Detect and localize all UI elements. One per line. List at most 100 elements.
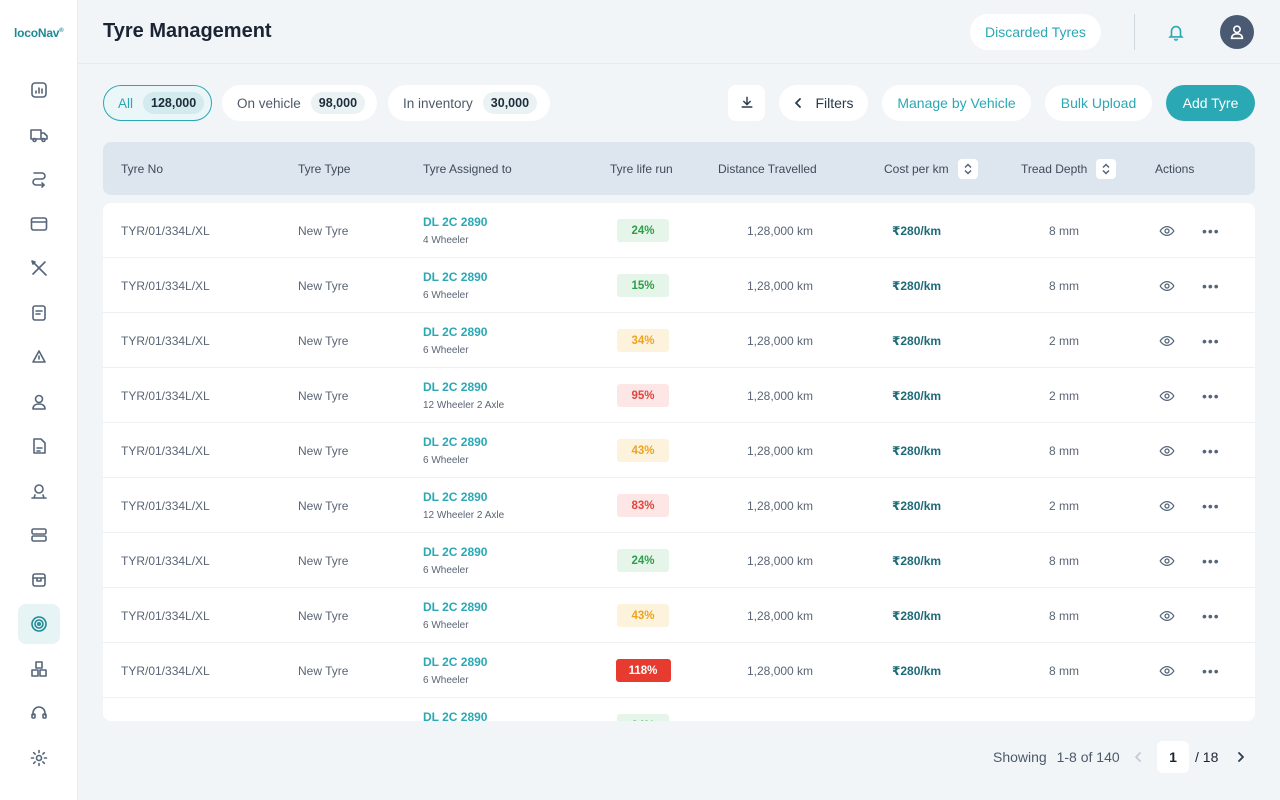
- more-actions-button[interactable]: •••: [1202, 203, 1220, 258]
- sidebar-item-payments[interactable]: [18, 204, 60, 244]
- tyre-type: New Tyre: [298, 388, 349, 403]
- view-button[interactable]: [1159, 533, 1175, 588]
- vehicle-number-link[interactable]: DL 2C 2890: [423, 545, 488, 559]
- more-actions-button[interactable]: •••: [1202, 643, 1220, 698]
- vehicle-type: 6 Wheeler: [423, 675, 469, 686]
- sidebar-item-reports[interactable]: [18, 426, 60, 466]
- view-button[interactable]: [1159, 203, 1175, 258]
- vehicle-number-link[interactable]: DL 2C 2890: [423, 655, 488, 669]
- current-page[interactable]: 1: [1157, 741, 1189, 773]
- eye-icon: [1159, 445, 1175, 456]
- filter-chip-on-vehicle[interactable]: On vehicle 98,000: [222, 85, 377, 121]
- more-actions-button[interactable]: •••: [1202, 423, 1220, 478]
- cost-per-km: ₹280/km: [892, 698, 941, 722]
- vehicle-number-link[interactable]: DL 2C 2890: [423, 215, 488, 229]
- pagination-summary: Showing 1-8 of 140: [993, 749, 1120, 765]
- sort-tread-button[interactable]: [1096, 158, 1117, 179]
- sidebar-item-tyres[interactable]: [18, 604, 60, 644]
- column-cost: Cost per km: [884, 142, 978, 195]
- assigned-vehicle: DL 2C 2890 6 Wheeler: [423, 588, 487, 643]
- sidebar-item-settings[interactable]: [18, 738, 60, 778]
- sidebar-item-alerts[interactable]: [18, 337, 60, 377]
- filter-chip-in-inventory[interactable]: In inventory 30,000: [388, 85, 550, 121]
- discarded-tyres-button[interactable]: Discarded Tyres: [970, 14, 1101, 50]
- sidebar-item-maintenance[interactable]: [18, 248, 60, 288]
- card-icon: [30, 217, 48, 231]
- sidebar-item-documents[interactable]: [18, 293, 60, 333]
- sidebar-item-drivers[interactable]: [18, 471, 60, 511]
- more-actions-button[interactable]: •••: [1202, 533, 1220, 588]
- prev-page-button[interactable]: [1129, 748, 1147, 766]
- assigned-vehicle: DL 2C 2890 4 Wheeler: [423, 203, 487, 258]
- table-row[interactable]: TYR/01/334L/XL New Tyre DL 2C 2890 12 Wheel…: [103, 478, 1255, 533]
- download-button[interactable]: [728, 85, 765, 121]
- table-header: Tyre No Tyre Type Tyre Assigned to Tyre …: [103, 142, 1255, 195]
- filters-button[interactable]: Filters: [779, 85, 868, 121]
- tyre-life-cell: 95%: [588, 368, 698, 423]
- view-button[interactable]: [1159, 368, 1175, 423]
- table-row[interactable]: TYR/01/334L/XL New Tyre DL 2C 2890 4 Wheele…: [103, 203, 1255, 258]
- vehicle-number-link[interactable]: DL 2C 2890: [423, 270, 488, 284]
- loconav-logo[interactable]: locoNav®: [14, 26, 64, 40]
- sidebar-item-vehicles[interactable]: [18, 115, 60, 155]
- view-button[interactable]: [1159, 313, 1175, 368]
- more-actions-button[interactable]: •••: [1202, 313, 1220, 368]
- view-button[interactable]: [1159, 643, 1175, 698]
- vehicle-number-link[interactable]: DL 2C 2890: [423, 600, 488, 614]
- filter-chip-all[interactable]: All 128,000: [103, 85, 212, 121]
- tread-depth: 8 mm: [1049, 698, 1079, 722]
- vehicle-number-link[interactable]: DL 2C 2890: [423, 490, 488, 504]
- more-actions-button[interactable]: •••: [1202, 698, 1220, 722]
- sidebar-item-dashboard[interactable]: [18, 70, 60, 110]
- view-button[interactable]: [1159, 258, 1175, 313]
- dashboard-icon: [31, 82, 47, 98]
- tyre-number: TYR/01/334L/XL: [121, 608, 210, 623]
- more-dots-icon: •••: [1202, 718, 1220, 722]
- filter-chip-count: 30,000: [482, 92, 538, 114]
- user-avatar[interactable]: [1220, 15, 1254, 49]
- view-button[interactable]: [1159, 698, 1175, 721]
- more-actions-button[interactable]: •••: [1202, 478, 1220, 533]
- sidebar-item-users[interactable]: [18, 382, 60, 422]
- next-page-button[interactable]: [1232, 748, 1250, 766]
- sort-cost-button[interactable]: [957, 158, 978, 179]
- user-icon: [32, 394, 46, 410]
- sidebar-item-store[interactable]: [18, 560, 60, 600]
- sidebar-item-inventory[interactable]: [18, 649, 60, 689]
- view-button[interactable]: [1159, 588, 1175, 643]
- tyre-type: New Tyre: [298, 498, 349, 513]
- table-row[interactable]: TYR/01/334L/XL New Tyre DL 2C 2890 12 Wheel…: [103, 368, 1255, 423]
- vehicle-number-link[interactable]: DL 2C 2890: [423, 435, 488, 449]
- alert-icon: [32, 350, 46, 363]
- vehicle-number-link[interactable]: DL 2C 2890: [423, 380, 488, 394]
- sidebar-item-routes[interactable]: [18, 159, 60, 199]
- manage-by-vehicle-button[interactable]: Manage by Vehicle: [882, 85, 1031, 121]
- vehicle-type: 6 Wheeler: [423, 620, 469, 631]
- more-actions-button[interactable]: •••: [1202, 258, 1220, 313]
- assigned-vehicle: DL 2C 2890 6 Wheeler: [423, 313, 487, 368]
- tyre-number: TYR/01/334L/XL: [121, 333, 210, 348]
- tyre-life-cell: 24%: [588, 698, 698, 721]
- vehicle-number-link[interactable]: DL 2C 2890: [423, 710, 488, 721]
- notifications-button[interactable]: [1162, 20, 1190, 44]
- view-button[interactable]: [1159, 478, 1175, 533]
- more-actions-button[interactable]: •••: [1202, 368, 1220, 423]
- cost-per-km: ₹280/km: [892, 333, 942, 348]
- bell-icon: [1168, 25, 1184, 41]
- sidebar-item-support[interactable]: [18, 693, 60, 733]
- tyre-life-badge: 83%: [617, 494, 669, 517]
- view-button[interactable]: [1159, 423, 1175, 478]
- add-tyre-button[interactable]: Add Tyre: [1166, 85, 1255, 121]
- tyre-life-cell: 118%: [588, 643, 698, 698]
- more-actions-button[interactable]: •••: [1202, 588, 1220, 643]
- bulk-upload-button[interactable]: Bulk Upload: [1045, 85, 1152, 121]
- sidebar-item-storage[interactable]: [18, 515, 60, 555]
- vehicle-number-link[interactable]: DL 2C 2890: [423, 325, 488, 339]
